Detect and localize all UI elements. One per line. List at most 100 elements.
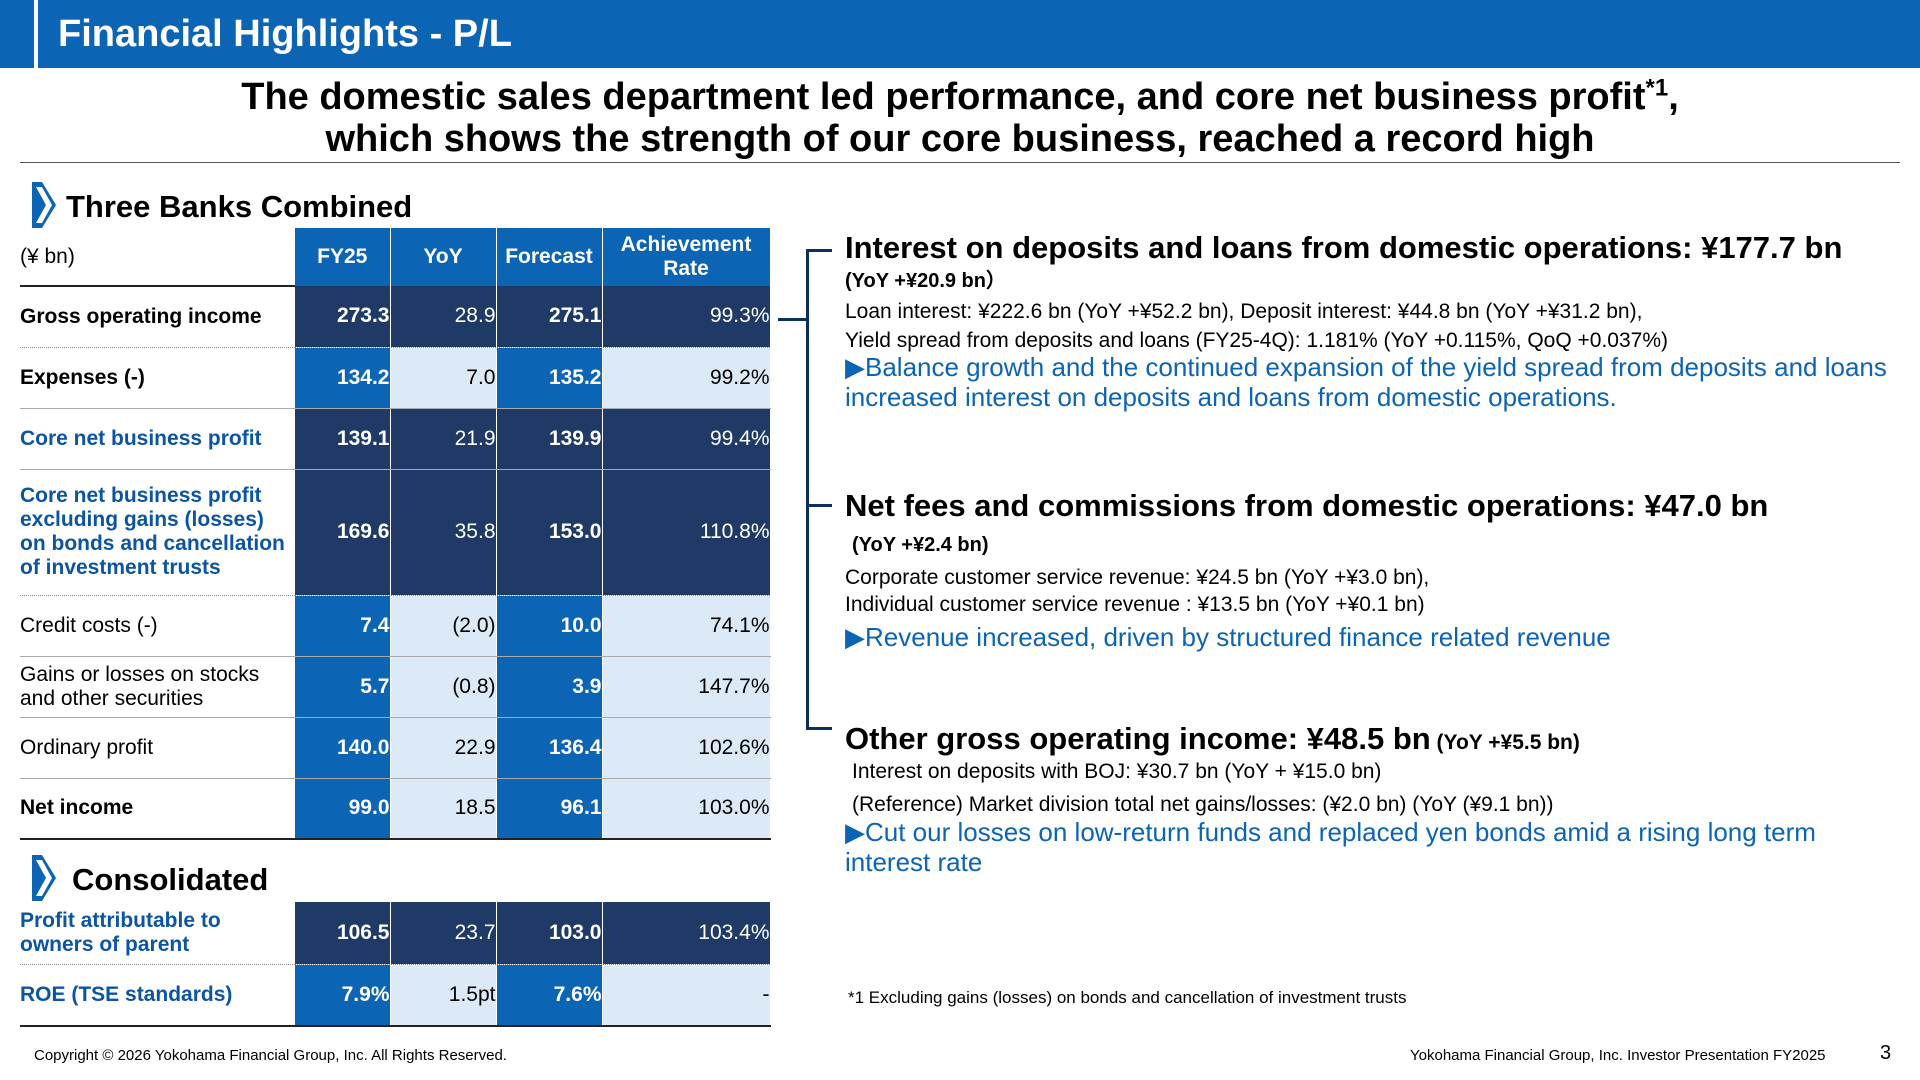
cell-fy25: 139.1 <box>295 408 391 470</box>
cell-rate: 103.0% <box>602 778 771 840</box>
footer-presentation-title: Yokohama Financial Group, Inc. Investor … <box>1410 1047 1826 1064</box>
headline-line2: which shows the strength of our core bus… <box>325 118 1595 160</box>
table-row: Expenses (-) 134.2 7.0 135.2 99.2% <box>20 347 771 409</box>
bracket-tick <box>806 249 832 252</box>
fees-yoy: (YoY +¥2.4 bn) <box>852 534 989 556</box>
table-header-row: (¥ bn) FY25 YoY Forecast Achievement Rat… <box>20 228 771 286</box>
interest-body-1: Loan interest: ¥222.6 bn (YoY +¥52.2 bn)… <box>845 300 1643 323</box>
cell-yoy: 18.5 <box>390 778 497 840</box>
table-row: Core net business profit excluding gains… <box>20 469 771 596</box>
section-chevron-icon <box>32 855 56 901</box>
cell-forecast: 103.0 <box>496 902 603 965</box>
three-banks-table: (¥ bn) FY25 YoY Forecast Achievement Rat… <box>20 228 771 840</box>
cell-forecast: 10.0 <box>496 595 603 657</box>
fees-body-1: Corporate customer service revenue: ¥24.… <box>845 566 1430 589</box>
cell-fy25: 5.7 <box>295 656 391 718</box>
table-row: Ordinary profit 140.0 22.9 136.4 102.6% <box>20 717 771 779</box>
row-label: Expenses (-) <box>20 347 295 409</box>
table-row: Gross operating income 273.3 28.9 275.1 … <box>20 285 771 348</box>
fees-highlight: ▶Revenue increased, driven by structured… <box>845 622 1611 652</box>
col-fy25: FY25 <box>295 228 391 286</box>
row-label: Core net business profit <box>20 408 295 470</box>
cell-rate: 102.6% <box>602 717 771 779</box>
cell-forecast: 139.9 <box>496 408 603 470</box>
interest-yoy: (YoY +¥20.9 bn） <box>845 270 1006 292</box>
cell-yoy: 21.9 <box>390 408 497 470</box>
row-label: Ordinary profit <box>20 717 295 779</box>
cell-fy25: 134.2 <box>295 347 391 409</box>
col-forecast: Forecast <box>496 228 603 286</box>
cell-forecast: 136.4 <box>496 717 603 779</box>
cell-fy25: 7.4 <box>295 595 391 657</box>
cell-yoy: 22.9 <box>390 717 497 779</box>
cell-fy25: 169.6 <box>295 469 391 596</box>
cell-forecast: 96.1 <box>496 778 603 840</box>
row-label: Credit costs (-) <box>20 595 295 657</box>
row-label: Gross operating income <box>20 285 295 348</box>
cell-fy25: 273.3 <box>295 286 391 348</box>
footnote-marker: *1 <box>1645 74 1669 102</box>
interest-highlight: ▶Balance growth and the continued expans… <box>845 352 1887 412</box>
cell-rate: 99.4% <box>602 408 771 470</box>
cell-yoy: 28.9 <box>390 286 497 348</box>
cell-yoy: (0.8) <box>390 656 497 718</box>
headline: The domestic sales department led perfor… <box>20 76 1900 160</box>
col-achievement-rate: Achievement Rate <box>602 228 771 286</box>
cell-rate: 99.2% <box>602 347 771 409</box>
other-income-body-2: (Reference) Market division total net ga… <box>852 793 1554 816</box>
row-label: Profit attributable to owners of parent <box>20 902 295 965</box>
headline-line1-end: , <box>1668 76 1679 118</box>
cell-forecast: 7.6% <box>496 964 603 1027</box>
table-row: ROE (TSE standards) 7.9% 1.5pt 7.6% - <box>20 964 771 1027</box>
headline-line1: The domestic sales department led perfor… <box>241 76 1646 118</box>
bracket-tick <box>806 504 832 507</box>
cell-rate: - <box>602 964 771 1027</box>
unit-label: (¥ bn) <box>20 228 295 286</box>
row-label: Core net business profit excluding gains… <box>20 469 295 596</box>
cell-fy25: 99.0 <box>295 778 391 840</box>
cell-forecast: 3.9 <box>496 656 603 718</box>
cell-fy25: 140.0 <box>295 717 391 779</box>
table-row: Credit costs (-) 7.4 (2.0) 10.0 74.1% <box>20 595 771 657</box>
row-label: ROE (TSE standards) <box>20 964 295 1027</box>
section-chevron-icon <box>32 182 56 228</box>
cell-forecast: 275.1 <box>496 286 603 348</box>
interest-body-2: Yield spread from deposits and loans (FY… <box>845 329 1668 352</box>
page-title: Financial Highlights - P/L <box>58 13 512 55</box>
footnote: *1 Excluding gains (losses) on bonds and… <box>848 988 1407 1007</box>
bracket-line <box>806 249 809 728</box>
table-row: Profit attributable to owners of parent … <box>20 902 771 965</box>
bracket-connector <box>778 318 808 321</box>
page-number: 3 <box>1880 1042 1892 1064</box>
cell-forecast: 135.2 <box>496 347 603 409</box>
cell-fy25: 7.9% <box>295 964 391 1027</box>
consolidated-table: Profit attributable to owners of parent … <box>20 902 771 1027</box>
row-label: Net income <box>20 778 295 840</box>
copyright: Copyright © 2026 Yokohama Financial Grou… <box>34 1047 507 1064</box>
cell-rate: 147.7% <box>602 656 771 718</box>
bracket-tick <box>806 727 832 730</box>
header-bar <box>0 0 1920 68</box>
row-label: Gains or losses on stocks and other secu… <box>20 656 295 718</box>
cell-rate: 74.1% <box>602 595 771 657</box>
cell-fy25: 106.5 <box>295 902 391 965</box>
cell-yoy: 1.5pt <box>390 964 497 1027</box>
interest-heading: Interest on deposits and loans from dome… <box>845 230 1843 265</box>
fees-body-2: Individual customer service revenue : ¥1… <box>845 593 1425 616</box>
other-income-heading-main: Other gross operating income: ¥48.5 bn <box>845 721 1431 756</box>
headline-rule <box>20 162 1900 163</box>
cell-yoy: (2.0) <box>390 595 497 657</box>
header-accent <box>34 0 38 68</box>
cell-rate: 99.3% <box>602 286 771 348</box>
other-income-yoy: (YoY +¥5.5 bn) <box>1430 731 1580 754</box>
table-row: Gains or losses on stocks and other secu… <box>20 656 771 718</box>
consolidated-title: Consolidated <box>72 862 269 897</box>
cell-yoy: 7.0 <box>390 347 497 409</box>
other-income-highlight: ▶Cut our losses on low-return funds and … <box>845 817 1816 877</box>
cell-rate: 110.8% <box>602 469 771 596</box>
cell-yoy: 35.8 <box>390 469 497 596</box>
other-income-body-1: Interest on deposits with BOJ: ¥30.7 bn … <box>852 760 1382 783</box>
table-row: Net income 99.0 18.5 96.1 103.0% <box>20 778 771 840</box>
col-yoy: YoY <box>390 228 497 286</box>
table-row: Core net business profit 139.1 21.9 139.… <box>20 408 771 470</box>
